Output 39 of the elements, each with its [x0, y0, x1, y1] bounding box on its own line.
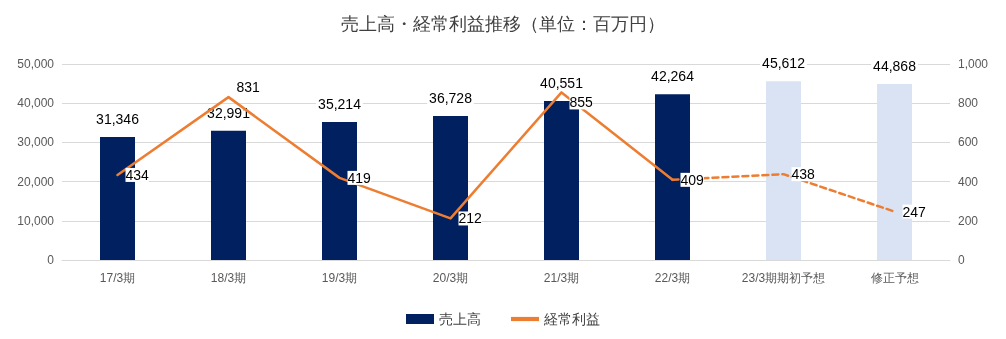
- x-tick-label: 18/3期: [210, 271, 247, 285]
- data-label: 409: [680, 171, 705, 188]
- y2-tick-label: 800: [958, 96, 979, 111]
- data-label: 35,214: [318, 95, 362, 112]
- data-label: 434: [125, 166, 150, 183]
- data-label: 831: [236, 79, 261, 96]
- data-label: 31,346: [96, 111, 140, 128]
- bar: [211, 130, 246, 260]
- data-label: 247: [902, 203, 927, 220]
- x-tick-label: 17/3期: [99, 271, 136, 285]
- y2-tick-label: 200: [958, 213, 979, 228]
- data-label: 45,612: [762, 55, 806, 72]
- x-tick-label: 22/3期: [654, 271, 691, 285]
- x-tick-label: 21/3期: [543, 271, 580, 285]
- data-label: 438: [791, 166, 816, 183]
- data-label: 44,868: [873, 58, 917, 75]
- x-tick-label: 19/3期: [321, 271, 358, 285]
- legend-label: 売上高: [439, 311, 481, 327]
- data-label: 212: [458, 210, 483, 227]
- data-label: 36,728: [429, 90, 473, 107]
- data-label: 419: [347, 169, 372, 186]
- y2-tick-label: 1,000: [958, 57, 989, 71]
- y-tick-label: 50,000: [17, 57, 55, 71]
- y2-tick-label: 600: [958, 135, 979, 150]
- data-label: 40,551: [540, 75, 584, 92]
- x-tick-label: 修正予想: [870, 271, 919, 285]
- y-tick-label: 20,000: [17, 174, 55, 189]
- y-tick-label: 10,000: [17, 213, 55, 228]
- chart-title: 売上高・経常利益推移（単位：百万円）: [341, 14, 665, 34]
- y-tick-label: 0: [47, 253, 55, 267]
- x-tick-label: 23/3期期初予想: [741, 271, 826, 285]
- x-tick-label: 20/3期: [432, 271, 469, 285]
- y2-tick-label: 400: [958, 174, 979, 189]
- y-tick-label: 40,000: [17, 96, 55, 111]
- y2-tick-label: 0: [958, 253, 965, 267]
- legend-label: 経常利益: [543, 311, 600, 327]
- data-label: 42,264: [651, 68, 695, 85]
- data-label: 855: [569, 94, 594, 111]
- y-tick-label: 30,000: [17, 135, 55, 150]
